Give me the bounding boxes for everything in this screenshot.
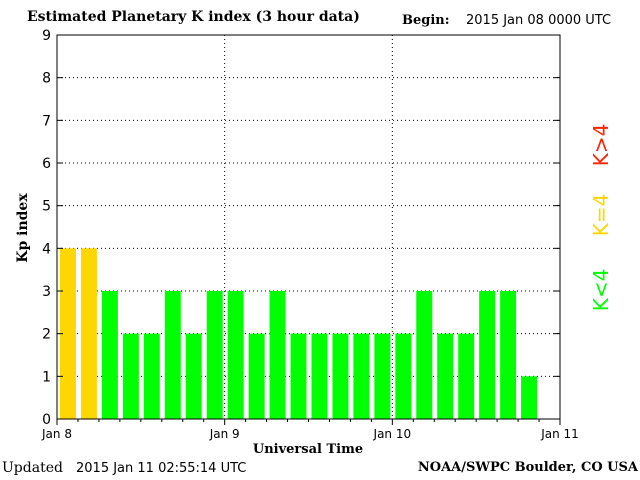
updated-value: 2015 Jan 11 02:55:14 UTC [76, 461, 247, 476]
x-tick-label: Jan 10 [373, 427, 412, 441]
chart-title: Estimated Planetary K index (3 hour data… [27, 9, 360, 25]
y-tick-label: 1 [42, 369, 51, 385]
y-axis-label: Kp index [15, 193, 31, 263]
y-tick-label: 4 [42, 241, 51, 257]
y-tick-label: 0 [42, 412, 51, 428]
y-tick-label: 3 [42, 284, 51, 300]
kp-bar [227, 291, 244, 419]
y-axis: 0 1 2 3 4 5 6 7 8 9 [42, 28, 560, 428]
y-tick-label: 6 [42, 156, 51, 172]
legend-label: K=4 [589, 194, 613, 237]
kp-bar [101, 291, 118, 419]
kp-bar [122, 333, 139, 419]
kp-bar [332, 333, 349, 419]
kp-bar [458, 333, 475, 419]
kp-bar [521, 376, 538, 419]
y-tick-label: 2 [42, 327, 51, 343]
bars [60, 248, 538, 419]
kp-bar [185, 333, 202, 419]
kp-bar [416, 291, 433, 419]
kp-bar [353, 333, 370, 419]
x-tick-label: Jan 8 [41, 427, 72, 441]
legend-label: K<4 [589, 269, 613, 312]
kp-bar [60, 248, 76, 419]
kp-bar [143, 333, 160, 419]
kp-bar [479, 291, 496, 419]
grid-lines [57, 35, 560, 419]
kp-bar [206, 291, 223, 419]
legend: K<4 K=4 K>4 [589, 124, 613, 312]
legend-label: K>4 [589, 124, 613, 167]
kp-bar [80, 248, 97, 419]
x-tick-label: Jan 9 [209, 427, 240, 441]
kp-bar [290, 333, 307, 419]
credit-text: NOAA/SWPC Boulder, CO USA [417, 460, 638, 475]
y-tick-label: 7 [42, 113, 51, 129]
begin-value: 2015 Jan 08 0000 UTC [466, 13, 612, 28]
y-tick-label: 5 [42, 199, 51, 215]
kp-bar [500, 291, 517, 419]
y-tick-label: 8 [42, 71, 51, 87]
kp-bar [311, 333, 328, 419]
x-tick-label: Jan 11 [540, 427, 579, 441]
x-axis: Jan 8 Jan 9 Jan 10 Jan 11 [41, 419, 579, 441]
kp-bar [374, 333, 391, 419]
kp-bar [164, 291, 181, 419]
kp-bar [395, 333, 412, 419]
kp-bar [269, 291, 286, 419]
begin-label: Begin: [402, 13, 450, 28]
kp-bar [248, 333, 265, 419]
y-tick-label: 9 [42, 28, 51, 44]
kp-bar [437, 333, 454, 419]
x-axis-label: Universal Time [253, 442, 363, 457]
updated-label: Updated [2, 460, 63, 476]
